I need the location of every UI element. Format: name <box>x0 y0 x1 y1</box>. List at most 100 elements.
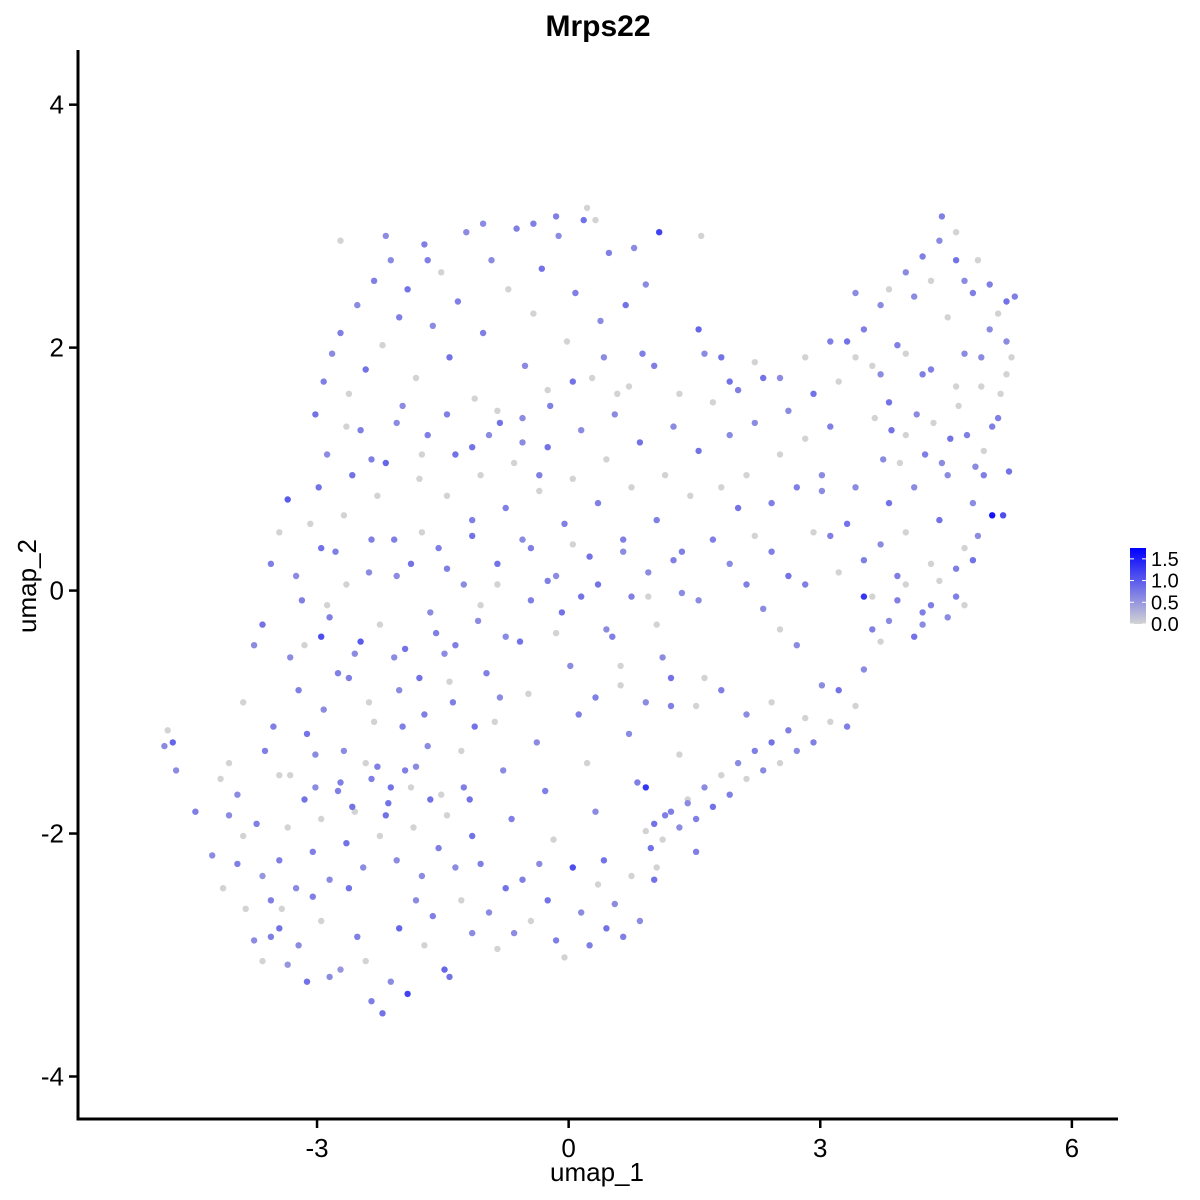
data-point <box>860 593 868 600</box>
data-point <box>192 808 199 815</box>
data-point <box>519 439 526 446</box>
data-point <box>952 257 960 264</box>
data-point <box>303 730 311 738</box>
data-point <box>460 784 467 791</box>
points-layer <box>161 204 1018 1017</box>
data-point <box>446 973 453 981</box>
data-point <box>494 407 501 414</box>
data-point <box>569 378 576 385</box>
data-point <box>561 520 568 527</box>
data-point <box>802 435 809 442</box>
data-point <box>642 827 649 835</box>
data-point <box>446 678 453 685</box>
data-point <box>295 687 302 694</box>
data-point <box>396 687 403 694</box>
data-point <box>496 419 504 427</box>
data-point <box>734 759 742 767</box>
data-point <box>768 499 775 507</box>
data-point <box>588 374 596 382</box>
data-point <box>676 751 683 758</box>
data-point <box>726 378 733 385</box>
data-point <box>161 742 168 750</box>
data-point <box>399 402 406 410</box>
data-point <box>1011 293 1018 300</box>
data-point <box>676 390 683 397</box>
data-point <box>477 860 484 868</box>
data-point <box>318 917 325 925</box>
data-point <box>242 905 249 912</box>
data-point <box>474 617 482 625</box>
data-point <box>401 767 409 774</box>
colorbar-gradient <box>1130 548 1146 624</box>
data-point <box>997 390 1004 397</box>
data-point <box>902 581 909 588</box>
data-point <box>295 942 302 949</box>
data-point <box>542 787 549 795</box>
data-point <box>502 885 509 892</box>
data-point <box>894 342 901 349</box>
data-point <box>418 529 426 536</box>
data-point <box>885 617 893 625</box>
data-point <box>276 857 283 864</box>
data-point <box>427 796 434 803</box>
colorbar-tick-label: 1.0 <box>1151 571 1179 593</box>
data-point <box>569 475 576 482</box>
data-point <box>421 711 428 718</box>
data-point <box>653 864 660 871</box>
data-point <box>986 326 993 333</box>
data-point <box>525 690 532 697</box>
data-point <box>938 213 946 220</box>
data-point <box>617 682 624 689</box>
data-point <box>1003 338 1010 345</box>
colorbar-ticks: 0.00.51.01.5 <box>1130 549 1179 636</box>
data-point <box>360 864 367 871</box>
data-point <box>379 1010 386 1017</box>
data-point <box>583 759 591 767</box>
data-point <box>309 848 316 855</box>
data-point <box>292 572 300 580</box>
data-point <box>362 759 369 767</box>
data-point <box>630 244 638 252</box>
data-point <box>337 237 344 244</box>
data-point <box>416 674 423 682</box>
data-point <box>407 784 415 791</box>
data-point <box>692 848 700 855</box>
data-point <box>485 431 493 439</box>
data-point <box>726 791 733 798</box>
data-point <box>298 597 306 604</box>
data-point <box>323 451 331 458</box>
data-point <box>315 484 322 491</box>
data-point <box>530 310 537 317</box>
data-point <box>340 747 348 755</box>
y-tick-label: 2 <box>50 333 64 363</box>
data-point <box>479 329 487 337</box>
data-point <box>519 536 526 543</box>
data-point <box>835 687 842 694</box>
data-point <box>276 529 283 536</box>
data-point <box>667 674 675 682</box>
data-point <box>743 581 750 588</box>
data-point <box>404 990 411 998</box>
data-point <box>343 840 350 847</box>
data-point <box>902 431 909 439</box>
data-point <box>307 520 314 527</box>
data-point <box>365 699 373 706</box>
data-point <box>368 536 375 543</box>
data-point <box>217 775 224 783</box>
data-point <box>751 532 758 540</box>
data-point <box>259 872 266 880</box>
data-point <box>647 844 654 852</box>
data-point <box>292 885 300 892</box>
data-point <box>661 812 669 819</box>
data-point <box>921 451 929 458</box>
data-point <box>818 682 826 689</box>
data-point <box>337 779 344 786</box>
data-point <box>651 876 658 883</box>
data-point <box>656 229 663 236</box>
data-point <box>494 581 501 588</box>
data-point <box>510 929 518 937</box>
data-point <box>399 723 406 730</box>
data-point <box>412 763 420 770</box>
data-point <box>961 277 968 284</box>
data-point <box>370 277 378 284</box>
